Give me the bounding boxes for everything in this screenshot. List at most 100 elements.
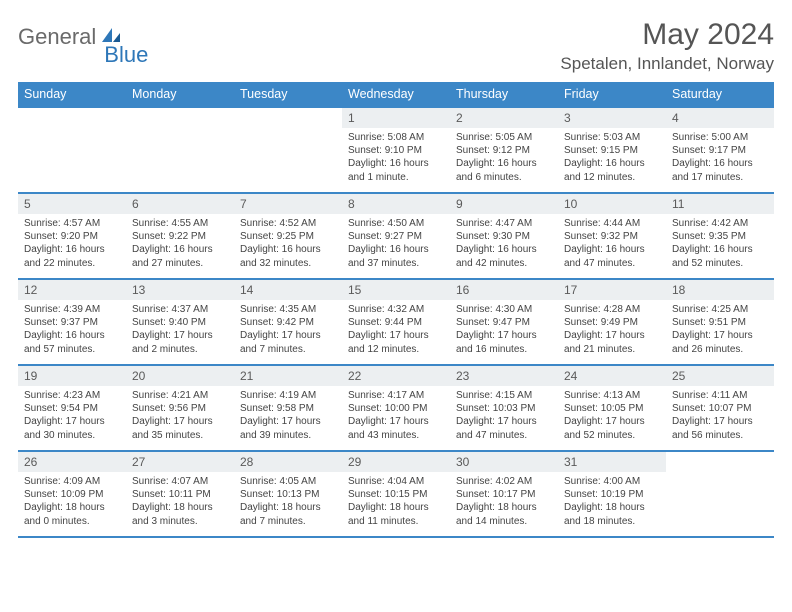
calendar-cell: 2Sunrise: 5:05 AMSunset: 9:12 PMDaylight…: [450, 107, 558, 193]
calendar-cell: 13Sunrise: 4:37 AMSunset: 9:40 PMDayligh…: [126, 279, 234, 365]
day-number: 29: [342, 452, 450, 472]
calendar-cell: 26Sunrise: 4:09 AMSunset: 10:09 PMDaylig…: [18, 451, 126, 537]
day-line-ss: Sunset: 9:56 PM: [132, 402, 228, 415]
day-number: 10: [558, 194, 666, 214]
day-line-dl1: Daylight: 17 hours: [564, 415, 660, 428]
day-body: Sunrise: 4:52 AMSunset: 9:25 PMDaylight:…: [234, 214, 342, 274]
day-line-dl1: Daylight: 17 hours: [240, 329, 336, 342]
day-line-dl2: and 17 minutes.: [672, 171, 768, 184]
day-line-sr: Sunrise: 4:57 AM: [24, 217, 120, 230]
day-line-dl2: and 47 minutes.: [564, 257, 660, 270]
calendar-cell: 24Sunrise: 4:13 AMSunset: 10:05 PMDaylig…: [558, 365, 666, 451]
day-line-dl1: Daylight: 16 hours: [564, 243, 660, 256]
day-line-sr: Sunrise: 4:44 AM: [564, 217, 660, 230]
day-line-dl1: Daylight: 16 hours: [672, 157, 768, 170]
calendar-cell: 11Sunrise: 4:42 AMSunset: 9:35 PMDayligh…: [666, 193, 774, 279]
day-header: Wednesday: [342, 82, 450, 107]
calendar-cell: 22Sunrise: 4:17 AMSunset: 10:00 PMDaylig…: [342, 365, 450, 451]
calendar-cell: 3Sunrise: 5:03 AMSunset: 9:15 PMDaylight…: [558, 107, 666, 193]
day-line-dl2: and 12 minutes.: [564, 171, 660, 184]
calendar-table: SundayMondayTuesdayWednesdayThursdayFrid…: [18, 82, 774, 538]
day-body: Sunrise: 4:00 AMSunset: 10:19 PMDaylight…: [558, 472, 666, 532]
day-line-dl2: and 37 minutes.: [348, 257, 444, 270]
day-line-dl2: and 11 minutes.: [348, 515, 444, 528]
day-header: Thursday: [450, 82, 558, 107]
day-line-dl2: and 39 minutes.: [240, 429, 336, 442]
day-line-ss: Sunset: 9:54 PM: [24, 402, 120, 415]
day-line-dl2: and 52 minutes.: [672, 257, 768, 270]
day-line-ss: Sunset: 9:12 PM: [456, 144, 552, 157]
day-body: Sunrise: 4:47 AMSunset: 9:30 PMDaylight:…: [450, 214, 558, 274]
day-line-sr: Sunrise: 5:00 AM: [672, 131, 768, 144]
day-line-dl1: Daylight: 18 hours: [240, 501, 336, 514]
day-line-ss: Sunset: 10:07 PM: [672, 402, 768, 415]
day-line-dl1: Daylight: 17 hours: [348, 329, 444, 342]
day-number: 4: [666, 108, 774, 128]
day-number: 17: [558, 280, 666, 300]
day-line-ss: Sunset: 10:19 PM: [564, 488, 660, 501]
day-line-ss: Sunset: 10:11 PM: [132, 488, 228, 501]
day-body: Sunrise: 5:00 AMSunset: 9:17 PMDaylight:…: [666, 128, 774, 188]
day-line-ss: Sunset: 10:09 PM: [24, 488, 120, 501]
day-number: 24: [558, 366, 666, 386]
day-line-sr: Sunrise: 4:19 AM: [240, 389, 336, 402]
day-line-dl1: Daylight: 18 hours: [24, 501, 120, 514]
day-number: 1: [342, 108, 450, 128]
day-line-dl1: Daylight: 16 hours: [564, 157, 660, 170]
calendar-cell: 9Sunrise: 4:47 AMSunset: 9:30 PMDaylight…: [450, 193, 558, 279]
calendar-cell: [126, 107, 234, 193]
day-number: 18: [666, 280, 774, 300]
day-body: Sunrise: 4:55 AMSunset: 9:22 PMDaylight:…: [126, 214, 234, 274]
calendar-cell: 5Sunrise: 4:57 AMSunset: 9:20 PMDaylight…: [18, 193, 126, 279]
month-title: May 2024: [560, 18, 774, 52]
day-number: 16: [450, 280, 558, 300]
day-number: 7: [234, 194, 342, 214]
day-line-dl2: and 21 minutes.: [564, 343, 660, 356]
day-line-sr: Sunrise: 4:55 AM: [132, 217, 228, 230]
day-line-dl1: Daylight: 18 hours: [132, 501, 228, 514]
calendar-cell: 29Sunrise: 4:04 AMSunset: 10:15 PMDaylig…: [342, 451, 450, 537]
day-body: Sunrise: 4:25 AMSunset: 9:51 PMDaylight:…: [666, 300, 774, 360]
day-body: Sunrise: 4:39 AMSunset: 9:37 PMDaylight:…: [18, 300, 126, 360]
day-number: 14: [234, 280, 342, 300]
day-body: Sunrise: 4:19 AMSunset: 9:58 PMDaylight:…: [234, 386, 342, 446]
day-body: Sunrise: 4:42 AMSunset: 9:35 PMDaylight:…: [666, 214, 774, 274]
day-line-sr: Sunrise: 4:28 AM: [564, 303, 660, 316]
day-line-dl2: and 27 minutes.: [132, 257, 228, 270]
day-line-ss: Sunset: 9:32 PM: [564, 230, 660, 243]
day-line-sr: Sunrise: 4:47 AM: [456, 217, 552, 230]
calendar-cell: 7Sunrise: 4:52 AMSunset: 9:25 PMDaylight…: [234, 193, 342, 279]
day-line-dl1: Daylight: 17 hours: [240, 415, 336, 428]
calendar-cell: 27Sunrise: 4:07 AMSunset: 10:11 PMDaylig…: [126, 451, 234, 537]
day-line-ss: Sunset: 9:30 PM: [456, 230, 552, 243]
calendar-cell: 30Sunrise: 4:02 AMSunset: 10:17 PMDaylig…: [450, 451, 558, 537]
day-line-dl1: Daylight: 17 hours: [456, 415, 552, 428]
day-line-dl1: Daylight: 17 hours: [672, 329, 768, 342]
day-line-sr: Sunrise: 4:25 AM: [672, 303, 768, 316]
day-line-dl2: and 47 minutes.: [456, 429, 552, 442]
day-number: 25: [666, 366, 774, 386]
day-line-dl1: Daylight: 16 hours: [348, 243, 444, 256]
day-line-dl2: and 14 minutes.: [456, 515, 552, 528]
day-line-ss: Sunset: 10:05 PM: [564, 402, 660, 415]
day-line-dl2: and 0 minutes.: [24, 515, 120, 528]
day-body: Sunrise: 4:21 AMSunset: 9:56 PMDaylight:…: [126, 386, 234, 446]
calendar-cell: 15Sunrise: 4:32 AMSunset: 9:44 PMDayligh…: [342, 279, 450, 365]
day-line-sr: Sunrise: 4:02 AM: [456, 475, 552, 488]
location: Spetalen, Innlandet, Norway: [560, 54, 774, 74]
day-line-dl1: Daylight: 16 hours: [24, 243, 120, 256]
day-line-ss: Sunset: 10:03 PM: [456, 402, 552, 415]
calendar-cell: 16Sunrise: 4:30 AMSunset: 9:47 PMDayligh…: [450, 279, 558, 365]
day-number: 15: [342, 280, 450, 300]
day-number: 19: [18, 366, 126, 386]
day-line-ss: Sunset: 10:17 PM: [456, 488, 552, 501]
day-header: Friday: [558, 82, 666, 107]
day-line-sr: Sunrise: 4:11 AM: [672, 389, 768, 402]
calendar-cell: 14Sunrise: 4:35 AMSunset: 9:42 PMDayligh…: [234, 279, 342, 365]
day-number: 31: [558, 452, 666, 472]
calendar-cell: 18Sunrise: 4:25 AMSunset: 9:51 PMDayligh…: [666, 279, 774, 365]
day-body: Sunrise: 4:50 AMSunset: 9:27 PMDaylight:…: [342, 214, 450, 274]
day-line-ss: Sunset: 10:00 PM: [348, 402, 444, 415]
calendar-cell: [666, 451, 774, 537]
day-line-ss: Sunset: 9:47 PM: [456, 316, 552, 329]
